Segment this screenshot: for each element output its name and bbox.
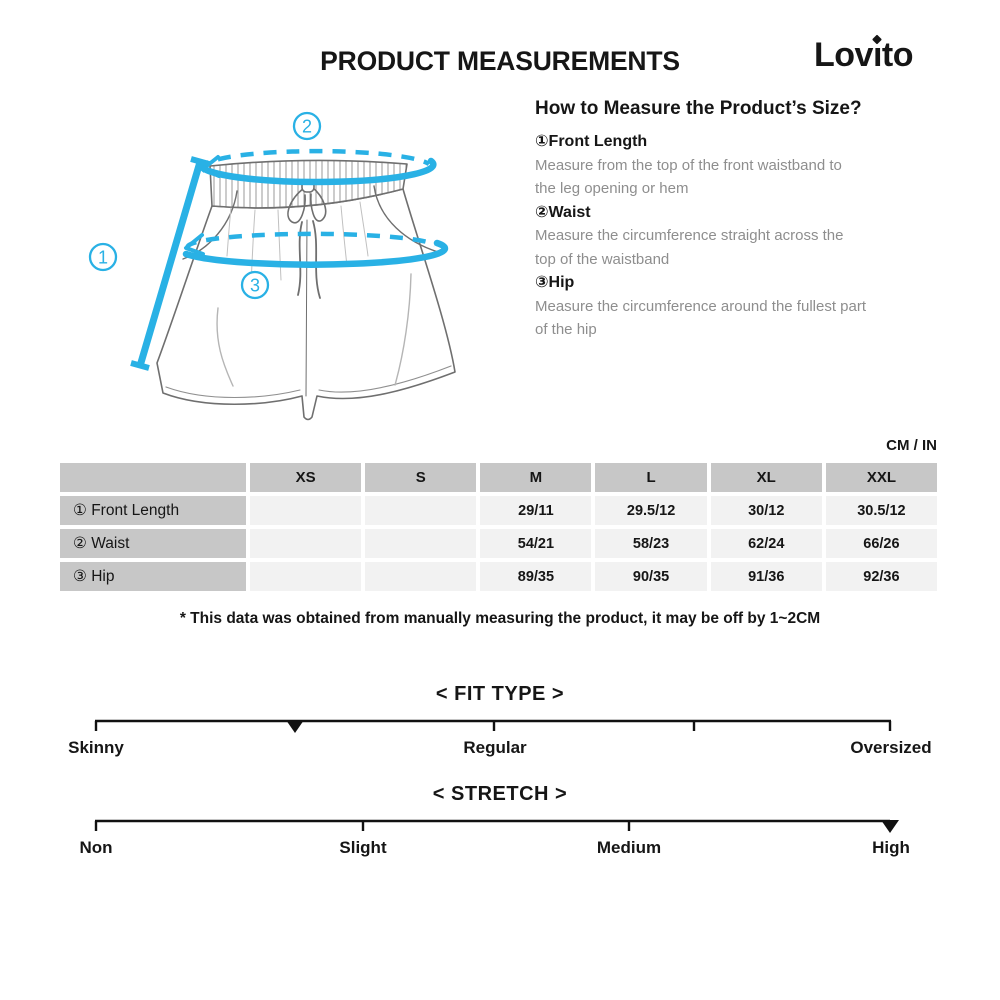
stretch-label-high: High [872, 838, 910, 857]
shorts-line-art [156, 159, 456, 421]
drawstring-right [312, 220, 321, 299]
guide-item-label: ②Waist [535, 203, 591, 221]
fit-type-title: < FIT TYPE > [435, 683, 565, 705]
col-header-m: M [480, 463, 592, 492]
guide-item-desc: Measure the circumference around the ful… [535, 297, 867, 339]
col-header-xxl: XXL [825, 463, 937, 492]
fold-lines [226, 201, 369, 287]
table-cell: 54/21 [480, 529, 592, 558]
stretch-label-slight: Slight [339, 838, 387, 857]
table-cell: 62/24 [710, 529, 822, 558]
guide-item-waist: ②Waist Measure the circumference straigh… [535, 201, 941, 272]
table-cell [365, 496, 477, 525]
col-header-xl: XL [710, 463, 822, 492]
table-cell [365, 562, 477, 591]
table-cell: 30/12 [710, 496, 822, 525]
fit-label-regular: Regular [463, 738, 527, 757]
col-header-s: S [365, 463, 477, 492]
right-pocket-inner [394, 273, 412, 386]
measurement-overlays [130, 148, 449, 371]
table-cell: 29/11 [480, 496, 592, 525]
svg-text:3: 3 [250, 276, 260, 296]
callout-2-badge: 2 [292, 111, 322, 141]
table-cell: 29.5/12 [595, 496, 707, 525]
measure-guide: How to Measure the Product’s Size? ①Fron… [535, 97, 941, 342]
left-hem-line [165, 386, 301, 399]
size-table: XS S M L XL XXL ① Front Length 29/11 29.… [60, 463, 937, 591]
col-header-l: L [595, 463, 707, 492]
row-label-front-length: ① Front Length [60, 496, 246, 525]
stretch-scale [94, 819, 899, 833]
right-pocket-curve [373, 185, 439, 253]
guide-item-desc: Measure the circumference straight acros… [535, 227, 844, 268]
row-label-waist: ② Waist [60, 529, 246, 558]
waist-solid-arc [199, 157, 437, 186]
hip-arrow [184, 233, 205, 256]
table-cell: 90/35 [595, 562, 707, 591]
guide-item-hip: ③Hip Measure the circumference around th… [535, 271, 941, 342]
fit-type-scale [94, 719, 892, 733]
stretch-labels: Non Slight Medium High [0, 838, 1000, 858]
guide-item-label: ①Front Length [535, 133, 648, 150]
guide-item-front-length: ①Front Length Measure from the top of th… [535, 130, 941, 201]
waist-arrow [201, 155, 221, 178]
table-corner-cell [60, 463, 246, 492]
table-cell [250, 496, 362, 525]
front-length-line [136, 161, 204, 367]
front-length-caps [130, 156, 210, 371]
measurement-disclaimer: * This data was obtained from manually m… [179, 610, 821, 627]
stretch-title: < STRETCH > [432, 783, 568, 805]
callout-3-badge: 3 [240, 270, 270, 300]
fit-type-labels: Skinny Regular Oversized [0, 738, 1000, 758]
table-cell [250, 562, 362, 591]
fit-marker [286, 720, 304, 733]
brand-text-pre: Lov [814, 36, 873, 74]
guide-title: How to Measure the Product’s Size? [535, 98, 862, 119]
shorts-measurement-diagram: 1 2 3 [88, 111, 456, 421]
left-pocket-inner [216, 307, 234, 387]
col-header-xs: XS [250, 463, 362, 492]
guide-item-label: ③Hip [535, 274, 575, 291]
unit-label: CM / IN [886, 437, 937, 454]
table-cell: 91/36 [710, 562, 822, 591]
table-cell: 58/23 [595, 529, 707, 558]
drawstring-left [297, 221, 303, 296]
brand-letter-i: ı [872, 34, 882, 74]
stretch-label-medium: Medium [596, 838, 662, 857]
callout-1-badge: 1 [88, 242, 118, 272]
guide-item-desc: Measure from the top of the front waistb… [535, 156, 842, 198]
hip-solid-arc [182, 239, 449, 268]
table-cell [365, 529, 477, 558]
fit-label-oversized: Oversized [850, 738, 932, 757]
brand-text-post: to [881, 36, 914, 74]
fit-label-skinny: Skinny [68, 738, 124, 757]
table-cell: 66/26 [825, 529, 937, 558]
svg-text:1: 1 [98, 248, 108, 268]
svg-text:2: 2 [302, 117, 312, 137]
callout-badges: 1 2 3 [88, 111, 322, 300]
table-cell: 89/35 [480, 562, 592, 591]
page-title: PRODUCT MEASUREMENTS [320, 46, 680, 76]
table-cell [250, 529, 362, 558]
brand-logo: Lovı to [814, 34, 944, 75]
stretch-label-non: Non [79, 838, 113, 857]
center-front-seam [305, 219, 308, 397]
right-hem-line [318, 365, 452, 393]
table-cell: 92/36 [825, 562, 937, 591]
table-cell: 30.5/12 [825, 496, 937, 525]
row-label-hip: ③ Hip [60, 562, 246, 591]
stretch-marker [881, 820, 899, 833]
